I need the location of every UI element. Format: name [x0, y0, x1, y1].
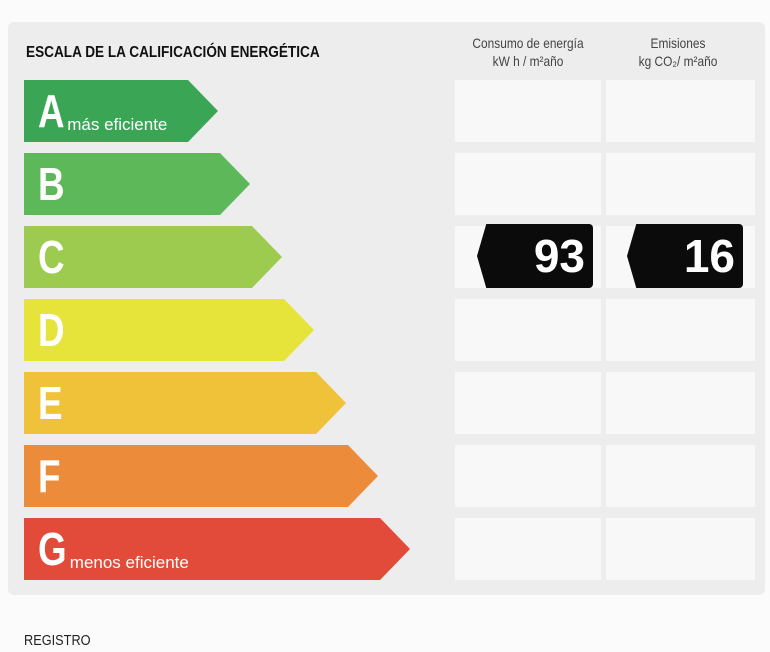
class-note: menos eficiente — [69, 553, 189, 572]
emissions-cell — [606, 299, 755, 361]
emissions-header: Emisiones kg CO₂/ m²año — [638, 35, 718, 69]
emissions-value-badge: 16 — [627, 224, 743, 288]
label-title: ESCALA DE LA CALIFICACIÓN ENERGÉTICA — [26, 44, 320, 61]
emissions-cell — [606, 372, 755, 434]
emissions-cell — [606, 80, 755, 142]
energy-class-b: B — [24, 153, 250, 215]
consumption-cell — [455, 445, 601, 507]
class-letter: F — [38, 450, 61, 502]
consumption-cell — [455, 372, 601, 434]
energy-class-a: A más eficiente — [24, 80, 218, 142]
class-letter: B — [38, 158, 65, 210]
consumption-cell — [455, 80, 601, 142]
energy-class-e: E — [24, 372, 346, 434]
consumption-value-badge: 93 — [477, 224, 593, 288]
energy-class-c: C — [24, 226, 282, 288]
energy-class-d: D — [24, 299, 314, 361]
consumption-cell — [455, 299, 601, 361]
consumption-cell — [455, 518, 601, 580]
class-letter: E — [38, 377, 63, 429]
emissions-cell — [606, 153, 755, 215]
registro-label: REGISTRO — [24, 632, 91, 649]
class-letter: A — [38, 85, 65, 137]
class-letter: G — [38, 523, 67, 575]
emissions-cell — [606, 445, 755, 507]
energy-class-g: G menos eficiente — [24, 518, 410, 580]
energy-class-f: F — [24, 445, 378, 507]
consumption-header: Consumo de energía kW h / m²año — [472, 35, 584, 69]
consumption-cell — [455, 153, 601, 215]
class-letter: C — [38, 231, 65, 283]
class-letter: D — [38, 304, 65, 356]
emissions-cell — [606, 518, 755, 580]
class-note: más eficiente — [67, 115, 168, 134]
